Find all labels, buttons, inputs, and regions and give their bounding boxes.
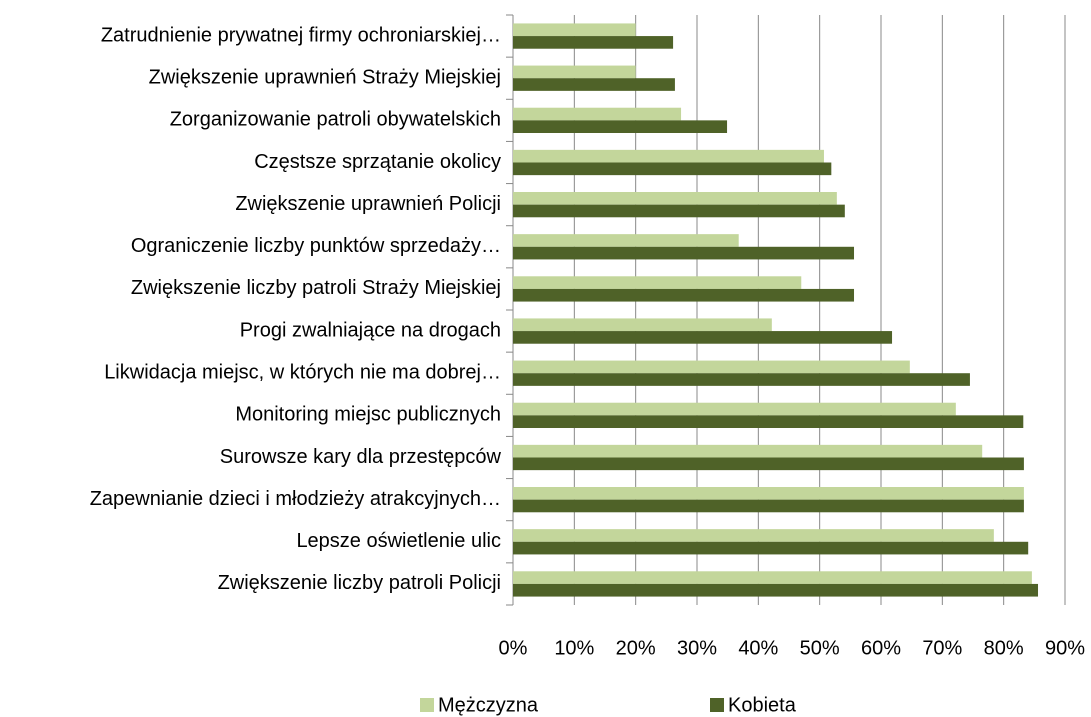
bar [513, 162, 832, 176]
x-tick-label: 60% [861, 637, 901, 659]
bar [513, 571, 1032, 584]
x-tick-label: 0% [499, 637, 528, 659]
legend-label: Kobieta [728, 694, 797, 716]
y-tick-label: Lepsze oświetlenie ulic [296, 530, 501, 552]
y-tick-label: Monitoring miejsc publicznych [235, 404, 501, 426]
x-tick-label: 50% [800, 637, 840, 659]
y-tick-label: Progi zwalniające na drogach [240, 319, 501, 341]
bar [513, 276, 802, 289]
x-tick-label: 30% [677, 637, 717, 659]
bar [513, 23, 636, 37]
bar [513, 288, 855, 302]
bar [513, 444, 983, 458]
y-tick-label: Surowsze kary dla przestępców [220, 446, 502, 468]
y-tick-label: Likwidacja miejsc, w których nie ma dobr… [104, 361, 501, 383]
x-tick-label: 20% [616, 637, 656, 659]
bar [513, 204, 845, 218]
legend-label: Mężczyzna [438, 694, 539, 716]
y-tick-label: Zatrudnienie prywatnej firmy ochroniarsk… [101, 24, 501, 46]
bar [513, 65, 636, 79]
y-tick-label: Zwiększenie liczby patroli Straży Miejsk… [131, 277, 501, 299]
bar [513, 373, 970, 386]
bar [513, 360, 910, 374]
bar [513, 234, 739, 247]
bar [513, 415, 1024, 428]
x-tick-label: 10% [554, 637, 594, 659]
bar [513, 541, 1029, 555]
y-tick-label: Zorganizowanie patroli obywatelskich [170, 109, 501, 131]
bar [513, 149, 824, 163]
bar [513, 246, 855, 260]
y-tick-label: Zwiększenie uprawnień Policji [235, 193, 501, 215]
bar [513, 78, 675, 91]
bar [513, 499, 1024, 513]
bar [513, 331, 893, 344]
legend-swatch [710, 698, 724, 712]
x-tick-label: 70% [922, 637, 962, 659]
x-tick-label: 40% [738, 637, 778, 659]
bar [513, 120, 728, 133]
bar [513, 402, 956, 416]
x-tick-label: 80% [984, 637, 1024, 659]
y-tick-label: Ograniczenie liczby punktów sprzedaży… [131, 235, 501, 257]
y-tick-label: Zwiększenie liczby patroli Policji [218, 572, 501, 594]
x-tick-label: 90% [1045, 637, 1085, 659]
bar [513, 36, 674, 49]
bar [513, 318, 772, 332]
bar [513, 487, 1024, 500]
bar [513, 107, 682, 121]
bar [513, 192, 837, 205]
bar [513, 583, 1039, 597]
y-tick-label: Zapewnianie dzieci i młodzieży atrakcyjn… [90, 488, 501, 510]
y-tick-label: Częstsze sprzątanie okolicy [254, 151, 501, 173]
legend-swatch [420, 698, 434, 712]
bar [513, 457, 1024, 471]
y-tick-label: Zwiększenie uprawnień Straży Miejskiej [149, 66, 501, 88]
bar [513, 529, 994, 542]
